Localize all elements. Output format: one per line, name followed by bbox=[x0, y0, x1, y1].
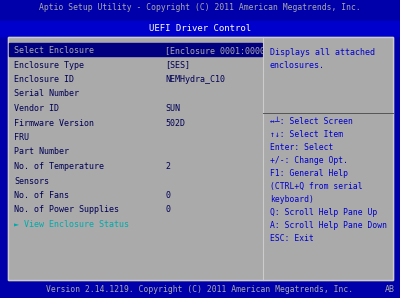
Text: AB: AB bbox=[385, 285, 395, 294]
Text: (CTRL+Q from serial: (CTRL+Q from serial bbox=[270, 182, 363, 191]
Text: FRU: FRU bbox=[14, 133, 29, 142]
Text: Serial Number: Serial Number bbox=[14, 89, 79, 99]
Text: Enter: Select: Enter: Select bbox=[270, 143, 333, 152]
Text: 0: 0 bbox=[165, 191, 170, 200]
Text: Displays all attached: Displays all attached bbox=[270, 48, 375, 57]
Text: Sensors: Sensors bbox=[14, 176, 49, 185]
Text: Enclosure Type: Enclosure Type bbox=[14, 60, 84, 69]
Text: F1: General Help: F1: General Help bbox=[270, 169, 348, 178]
Text: ↑↓: Select Item: ↑↓: Select Item bbox=[270, 130, 343, 139]
Text: [Enclosure 0001:0000]: [Enclosure 0001:0000] bbox=[165, 46, 270, 55]
Text: ► View Enclosure Status: ► View Enclosure Status bbox=[14, 220, 129, 229]
Text: 0: 0 bbox=[165, 206, 170, 215]
Text: No. of Temperature: No. of Temperature bbox=[14, 162, 104, 171]
Text: [SES]: [SES] bbox=[165, 60, 190, 69]
Text: SUN: SUN bbox=[165, 104, 180, 113]
Bar bbox=[0, 21, 400, 36]
Text: 2: 2 bbox=[165, 162, 170, 171]
Text: ESC: Exit: ESC: Exit bbox=[270, 234, 314, 243]
Text: Firmware Version: Firmware Version bbox=[14, 119, 94, 128]
Text: No. of Fans: No. of Fans bbox=[14, 191, 69, 200]
Text: +/-: Change Opt.: +/-: Change Opt. bbox=[270, 156, 348, 165]
Text: ↔┴: Select Screen: ↔┴: Select Screen bbox=[270, 117, 353, 126]
Text: NEMHydra_C10: NEMHydra_C10 bbox=[165, 75, 225, 84]
Text: UEFI Driver Control: UEFI Driver Control bbox=[149, 24, 251, 33]
Text: keyboard): keyboard) bbox=[270, 195, 314, 204]
Text: Enclosure ID: Enclosure ID bbox=[14, 75, 74, 84]
Text: Vendor ID: Vendor ID bbox=[14, 104, 59, 113]
Text: Select Enclosure: Select Enclosure bbox=[14, 46, 94, 55]
Bar bbox=[9, 43, 262, 56]
Bar bbox=[8, 37, 393, 280]
Bar bbox=[8, 37, 393, 280]
Text: A: Scroll Help Pane Down: A: Scroll Help Pane Down bbox=[270, 221, 387, 230]
Text: 502D: 502D bbox=[165, 119, 185, 128]
Text: No. of Power Supplies: No. of Power Supplies bbox=[14, 206, 119, 215]
Text: enclosures.: enclosures. bbox=[270, 61, 325, 70]
Bar bbox=[0, 280, 400, 298]
Bar bbox=[0, 0, 400, 21]
Text: Part Number: Part Number bbox=[14, 148, 69, 156]
Text: Q: Scroll Help Pane Up: Q: Scroll Help Pane Up bbox=[270, 208, 377, 217]
Text: Aptio Setup Utility - Copyright (C) 2011 American Megatrends, Inc.: Aptio Setup Utility - Copyright (C) 2011… bbox=[39, 3, 361, 12]
Text: Version 2.14.1219. Copyright (C) 2011 American Megatrends, Inc.: Version 2.14.1219. Copyright (C) 2011 Am… bbox=[46, 285, 354, 294]
